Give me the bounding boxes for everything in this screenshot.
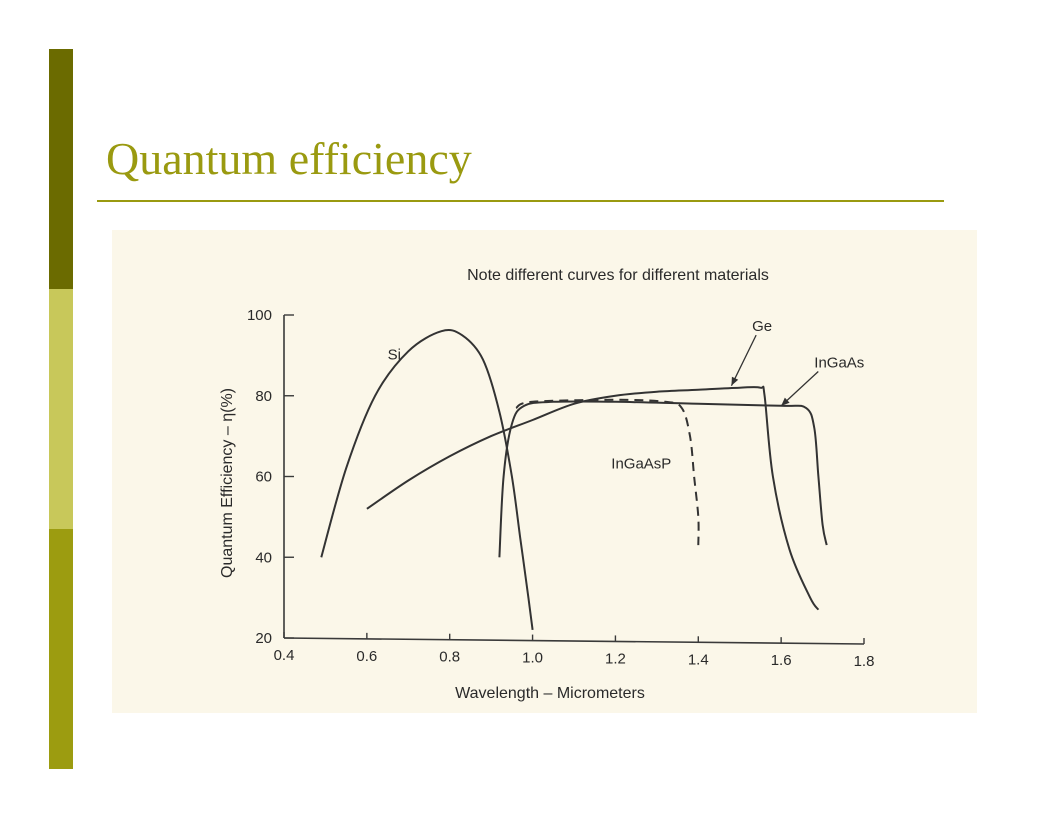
series-label-ingaasp: InGaAsP xyxy=(611,455,671,472)
series-label-ingaas: InGaAs xyxy=(814,354,864,371)
y-axis-label: Quantum Efficiency – η(%) xyxy=(219,388,236,578)
quantum-efficiency-chart: Note different curves for different mate… xyxy=(219,267,874,702)
arrow-head-ingaas xyxy=(781,397,790,406)
series-line-ge xyxy=(366,385,820,611)
x-tick-label: 1.0 xyxy=(522,650,543,667)
x-tick-label: 0.8 xyxy=(439,649,460,666)
series-line-ingaasp xyxy=(515,398,700,546)
y-tick-label: 60 xyxy=(255,469,272,486)
x-tick-label: 1.2 xyxy=(605,650,626,667)
x-tick-label: 1.4 xyxy=(688,651,709,668)
y-tick-label: 40 xyxy=(255,549,272,566)
chart-scan: Note different curves for different mate… xyxy=(112,230,977,713)
series-line-ingaas xyxy=(498,400,828,558)
side-bar-light xyxy=(49,289,73,529)
y-tick-label: 100 xyxy=(247,307,272,324)
series-label-ge: Ge xyxy=(752,318,772,335)
series-lines xyxy=(320,329,828,631)
slide-title: Quantum efficiency xyxy=(106,133,472,184)
x-tick-label: 0.6 xyxy=(356,648,377,665)
title-underline xyxy=(97,200,944,202)
series-labels: Si Ge InGaAs InGaAsP xyxy=(388,318,865,472)
chart-title: Note different curves for different mate… xyxy=(467,267,769,284)
side-bar-dark xyxy=(49,49,73,289)
x-axis-label: Wavelength – Micrometers xyxy=(455,685,645,702)
label-arrow-ingaas xyxy=(780,371,819,407)
series-label-si: Si xyxy=(388,346,401,363)
label-arrow-ge xyxy=(730,334,757,386)
y-tick-label: 20 xyxy=(255,630,272,647)
axes: 0.4 0.6 0.8 1.0 1.2 1.4 1.6 1.8 20 40 60 80 100 xyxy=(247,307,874,670)
x-tick-label: 1.8 xyxy=(854,653,875,670)
series-line-si xyxy=(320,329,534,631)
x-tick-label: 1.6 xyxy=(771,652,792,669)
y-tick-label: 80 xyxy=(255,388,272,405)
side-bar-mid xyxy=(49,529,73,769)
x-tick-label: 0.4 xyxy=(274,647,295,664)
x-axis-line xyxy=(283,637,865,645)
arrow-head-ge xyxy=(731,376,739,386)
